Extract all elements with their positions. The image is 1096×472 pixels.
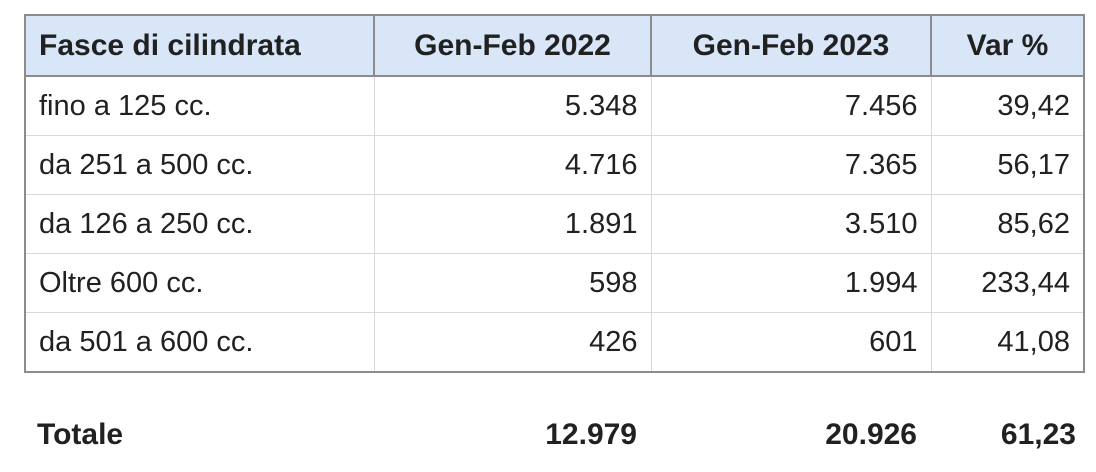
header-row: Fasce di cilindrata Gen-Feb 2022 Gen-Feb… <box>24 14 1085 77</box>
table-header: Fasce di cilindrata Gen-Feb 2022 Gen-Feb… <box>24 14 1085 77</box>
cilindrata-table: Fasce di cilindrata Gen-Feb 2022 Gen-Feb… <box>24 14 1085 373</box>
total-row: Totale 12.979 20.926 61,23 <box>24 404 1083 466</box>
total-value-var-pct: 61,23 <box>1000 418 1076 451</box>
value-2022: 598 <box>373 253 652 313</box>
column-header-gen-feb-2022: Gen-Feb 2022 <box>373 14 652 77</box>
value-2023: 7.456 <box>650 75 932 136</box>
row-label: da 251 a 500 cc. <box>24 135 375 195</box>
value-2023: 3.510 <box>650 194 932 254</box>
table-row: da 501 a 600 cc. 426 601 41,08 <box>24 312 1085 373</box>
value-2023: 601 <box>650 312 932 373</box>
row-label: fino a 125 cc. <box>24 75 375 136</box>
row-label: da 501 a 600 cc. <box>24 312 375 373</box>
table-row: fino a 125 cc. 5.348 7.456 39,42 <box>24 75 1085 136</box>
table-body: fino a 125 cc. 5.348 7.456 39,42 da 251 … <box>24 75 1085 373</box>
value-2023: 1.994 <box>650 253 932 313</box>
value-var-pct: 233,44 <box>930 253 1085 313</box>
table-row: da 251 a 500 cc. 4.716 7.365 56,17 <box>24 135 1085 195</box>
value-2022: 426 <box>373 312 652 373</box>
value-var-pct: 41,08 <box>930 312 1085 373</box>
column-header-gen-feb-2023: Gen-Feb 2023 <box>650 14 932 77</box>
row-label: da 126 a 250 cc. <box>24 194 375 254</box>
table-row: Oltre 600 cc. 598 1.994 233,44 <box>24 253 1085 313</box>
value-var-pct: 85,62 <box>930 194 1085 254</box>
total-label: Totale <box>37 418 124 451</box>
column-header-var-pct: Var % <box>930 14 1085 77</box>
total-value-2023: 20.926 <box>825 418 917 451</box>
value-var-pct: 39,42 <box>930 75 1085 136</box>
row-label: Oltre 600 cc. <box>24 253 375 313</box>
value-2022: 4.716 <box>373 135 652 195</box>
table-row: da 126 a 250 cc. 1.891 3.510 85,62 <box>24 194 1085 254</box>
column-header-fasce-di-cilindrata: Fasce di cilindrata <box>24 14 375 77</box>
value-var-pct: 56,17 <box>930 135 1085 195</box>
total-value-2022: 12.979 <box>545 418 637 451</box>
value-2022: 5.348 <box>373 75 652 136</box>
value-2023: 7.365 <box>650 135 932 195</box>
value-2022: 1.891 <box>373 194 652 254</box>
